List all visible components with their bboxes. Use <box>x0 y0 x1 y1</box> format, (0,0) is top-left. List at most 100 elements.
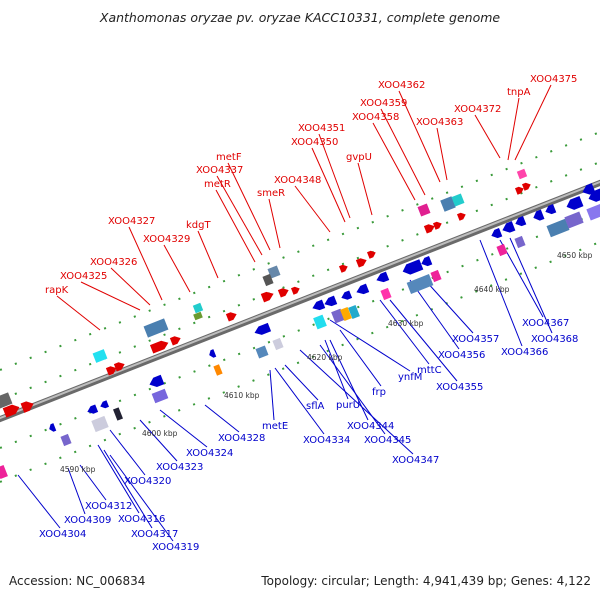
gene-arrow <box>87 404 99 414</box>
leader-line <box>389 299 458 382</box>
scale-label: 4590 kbp <box>60 465 96 474</box>
gene-arrow <box>113 362 125 372</box>
gene-label-forward: XOO4375 <box>530 74 577 85</box>
gene-block <box>192 302 204 314</box>
accession-text: Accession: NC_006834 <box>9 574 146 588</box>
forward-leader-lines <box>56 84 552 331</box>
gene-label-forward: XOO4359 <box>360 98 407 109</box>
gene-label-reverse: mttC <box>417 365 442 376</box>
leader-line <box>398 90 441 183</box>
gene-label-forward: XOO4362 <box>378 80 425 91</box>
scale-label: 4650 kbp <box>557 251 593 260</box>
gene-block <box>113 407 123 421</box>
gene-block <box>516 168 528 180</box>
gene-label-reverse: sflA <box>306 401 325 412</box>
gene-label-reverse: XOO4309 <box>64 515 111 526</box>
gene-label-reverse: XOO4328 <box>218 433 265 444</box>
gene-label-forward: XOO4350 <box>291 137 338 148</box>
scale-label: 4600 kbp <box>142 429 178 438</box>
gene-label-forward: kdgT <box>186 220 211 231</box>
leader-line <box>56 295 101 331</box>
gene-block <box>440 196 456 212</box>
leader-line <box>329 319 411 372</box>
gene-label-forward: XOO4372 <box>454 104 501 115</box>
gene-arrow <box>402 259 424 275</box>
gene-arrow <box>366 250 376 259</box>
gene-label-reverse: XOO4357 <box>452 334 499 345</box>
gene-block <box>0 464 8 480</box>
gene-label-reverse: XOO4304 <box>39 529 86 540</box>
gene-block <box>340 306 352 322</box>
leader-line <box>357 162 373 216</box>
leader-line <box>269 369 275 421</box>
gene-block <box>586 203 600 221</box>
gene-label-forward: XOO4363 <box>416 117 463 128</box>
leader-line <box>509 237 553 334</box>
gene-label-forward: metF <box>216 152 242 163</box>
gene-arrow <box>209 349 217 358</box>
leader-line <box>299 349 414 455</box>
leader-line <box>79 464 107 501</box>
gene-label-reverse: XOO4347 <box>392 455 439 466</box>
leader-line <box>324 339 349 400</box>
gene-label-reverse: frp <box>372 387 386 398</box>
gene-arrow <box>521 182 531 191</box>
leader-line <box>474 114 501 159</box>
gene-block <box>406 274 434 294</box>
gene-label-forward: XOO4329 <box>143 234 190 245</box>
gene-arrow <box>566 195 584 210</box>
scale-label: 4610 kbp <box>224 391 260 400</box>
leader-line <box>197 230 219 279</box>
scale-labels: 4590 kbp 4600 kbp 4610 kbp 4620 kbp 4630 kbp… <box>60 251 593 474</box>
leader-line <box>294 185 331 233</box>
leader-line <box>319 344 386 435</box>
scale-label: 4620 kbp <box>307 353 343 362</box>
leader-line <box>379 299 430 365</box>
leader-line <box>109 429 146 476</box>
gene-arrow <box>491 227 503 239</box>
gene-block <box>267 265 281 279</box>
gene-arrow <box>105 366 117 376</box>
gene-block <box>514 235 526 249</box>
gene-block <box>193 311 203 321</box>
gene-arrow <box>514 186 524 195</box>
gene-label-forward: gvpU <box>346 152 372 163</box>
gene-arrow <box>338 264 348 273</box>
gene-arrow <box>49 423 57 432</box>
gene-arrow <box>169 336 181 346</box>
gene-block <box>313 314 327 330</box>
gene-arrow <box>582 183 596 195</box>
genome-summary: Topology: circular; Length: 4,941,439 bp… <box>261 574 591 588</box>
gene-block <box>348 304 360 320</box>
leader-line <box>284 364 319 401</box>
backbone <box>0 179 600 423</box>
leader-line <box>80 281 141 311</box>
gene-arrow <box>421 255 433 267</box>
leader-line <box>163 244 191 293</box>
leader-line <box>318 133 351 219</box>
gene-arrow <box>356 283 370 295</box>
gene-label-reverse: XOO4312 <box>85 501 132 512</box>
gene-arrow <box>355 258 367 268</box>
leader-line <box>110 267 151 306</box>
gene-label-reverse: ynfM <box>398 372 422 383</box>
leader-line <box>216 175 263 256</box>
gene-arrow <box>376 271 390 283</box>
leader-line <box>109 454 174 542</box>
gene-block <box>151 388 169 404</box>
map-title: Xanthomonas oryzae pv. oryzae KACC10331,… <box>99 10 501 25</box>
gene-label-reverse: XOO4368 <box>531 334 578 345</box>
leader-line <box>227 162 271 251</box>
gene-label-forward: XOO4337 <box>196 165 243 176</box>
gene-arrow <box>149 340 169 354</box>
gene-arrow <box>20 401 34 413</box>
leader-line <box>380 108 426 196</box>
leader-line <box>424 279 474 334</box>
gene-label-forward: XOO4351 <box>298 123 345 134</box>
leader-line <box>17 474 61 529</box>
scale-label: 4630 kbp <box>388 319 424 328</box>
leader-line <box>274 367 325 435</box>
gene-label-forward: XOO4348 <box>274 175 321 186</box>
gene-arrow <box>100 400 110 409</box>
